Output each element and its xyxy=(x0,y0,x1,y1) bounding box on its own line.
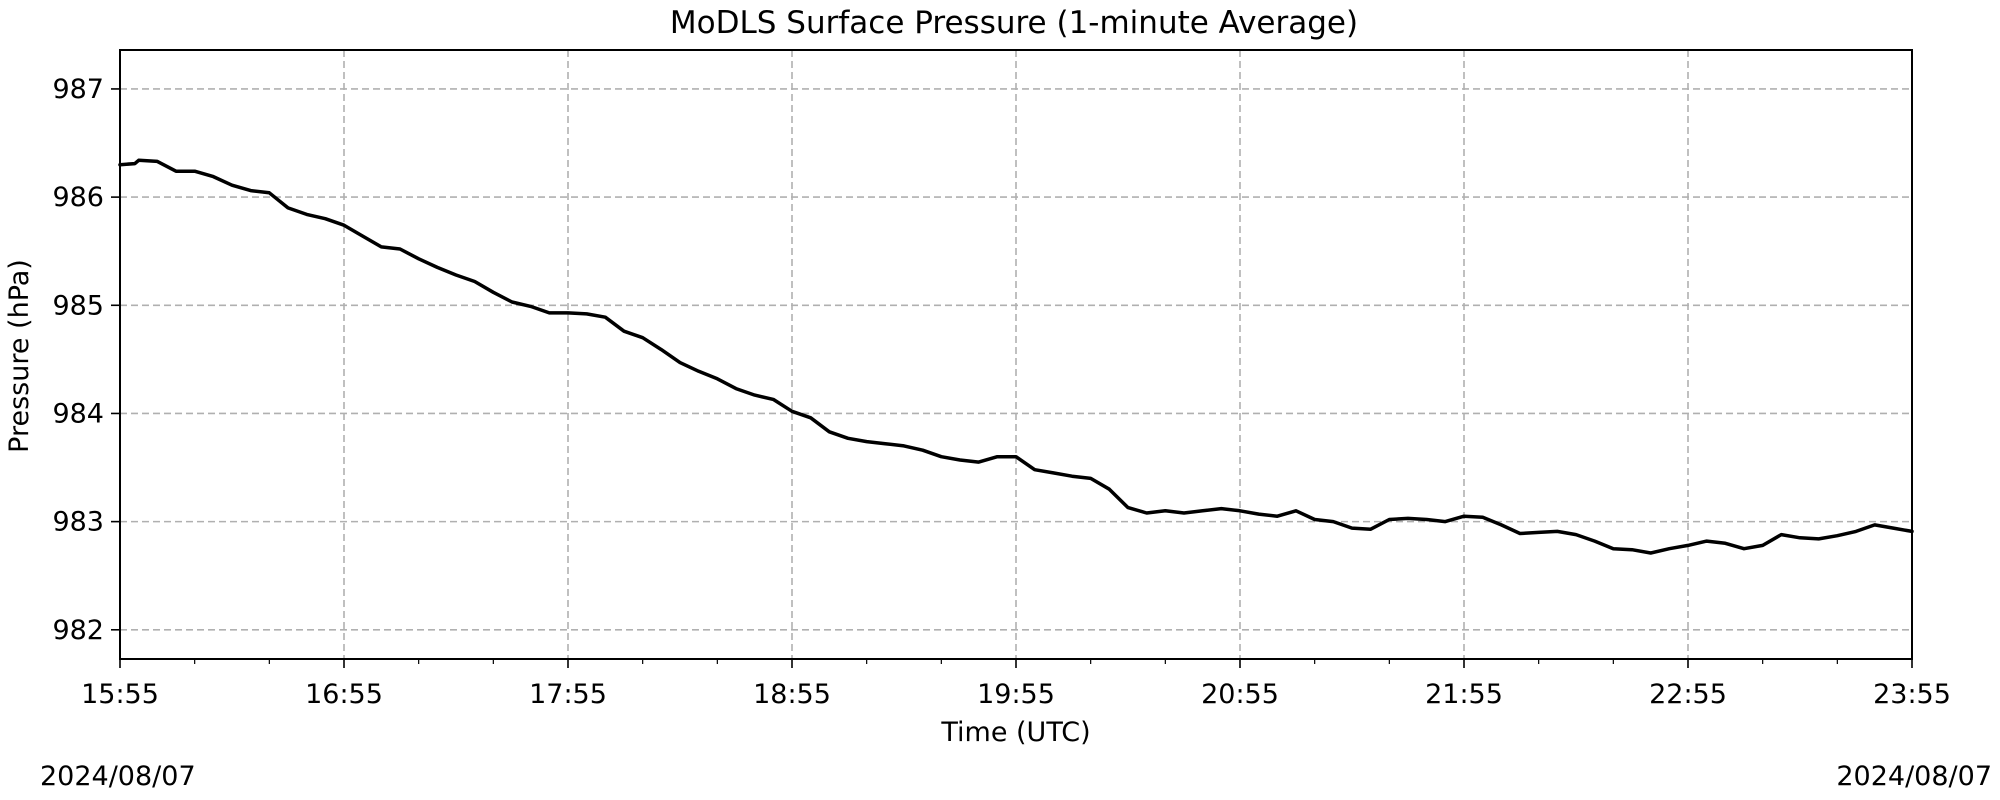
pressure-line xyxy=(118,158,1914,555)
y-tick-label: 983 xyxy=(52,507,104,538)
date-label-left: 2024/08/07 xyxy=(40,761,196,792)
y-tick-label: 987 xyxy=(52,74,104,105)
x-tick-label: 19:55 xyxy=(977,679,1055,710)
y-axis: 982 983 984 985 986 987 xyxy=(52,74,120,646)
x-tick-label: 20:55 xyxy=(1201,679,1279,710)
date-label-right: 2024/08/07 xyxy=(1836,761,1992,792)
grid-lines xyxy=(119,50,1913,659)
chart-title: MoDLS Surface Pressure (1-minute Average… xyxy=(670,5,1358,41)
x-axis-label: Time (UTC) xyxy=(940,717,1090,748)
x-tick-label: 15:55 xyxy=(81,679,159,710)
x-tick-label: 23:55 xyxy=(1873,679,1951,710)
x-tick-label: 17:55 xyxy=(529,679,607,710)
y-tick-label: 985 xyxy=(52,290,104,321)
x-tick-label: 22:55 xyxy=(1649,679,1727,710)
y-tick-label: 982 xyxy=(52,615,104,646)
x-axis: 15:55 16:55 17:55 18:55 19:55 20:55 21:55 22:55… xyxy=(81,659,1951,710)
y-axis-label: Pressure (hPa) xyxy=(4,259,35,453)
x-tick-label: 18:55 xyxy=(753,679,831,710)
y-tick-label: 984 xyxy=(52,398,104,429)
x-tick-label: 16:55 xyxy=(305,679,383,710)
y-tick-label: 986 xyxy=(52,182,104,213)
x-tick-label: 21:55 xyxy=(1425,679,1503,710)
